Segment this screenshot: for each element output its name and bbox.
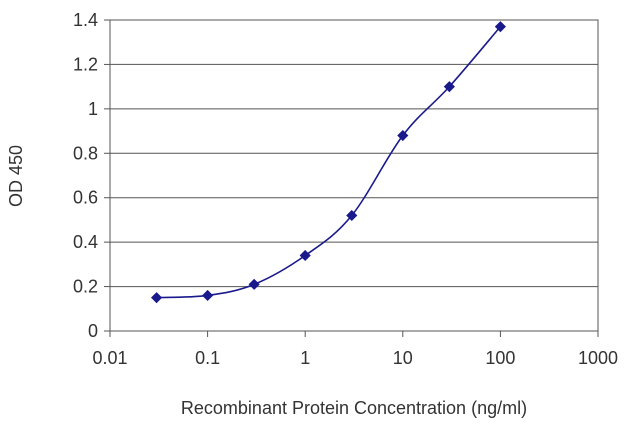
y-tick-label: 1.2	[73, 54, 98, 74]
y-tick-label: 0.6	[73, 188, 98, 208]
data-point	[494, 21, 506, 33]
y-tick-label: 1	[88, 99, 98, 119]
y-tick-label: 0.2	[73, 277, 98, 297]
x-tick-label: 1	[300, 348, 310, 368]
x-tick-label: 10	[393, 348, 413, 368]
data-point	[346, 209, 358, 222]
data-point	[202, 289, 214, 302]
y-tick-label: 0.4	[73, 232, 98, 252]
x-tick-label: 100	[485, 348, 515, 368]
y-axis-ticks: 0 0.2 0.4 0.6 0.8 1 1.2 1.4	[73, 10, 110, 341]
x-tick-label: 0.1	[195, 348, 220, 368]
x-axis-title: Recombinant Protein Concentration (ng/ml…	[181, 398, 527, 418]
x-tick-label: 1000	[578, 348, 618, 368]
data-point	[397, 129, 409, 142]
x-axis-ticks: 0.01 0.1 1 10 100 1000	[92, 331, 618, 368]
y-tick-label: 1.4	[73, 10, 98, 30]
y-tick-label: 0	[88, 321, 98, 341]
data-point	[248, 278, 260, 290]
x-tick-label: 0.01	[92, 348, 127, 368]
series-group	[151, 21, 506, 304]
grid-lines	[110, 19, 598, 288]
y-axis-title: OD 450	[6, 145, 26, 207]
y-tick-label: 0.8	[73, 143, 98, 163]
plot-area	[109, 19, 599, 332]
data-point	[443, 81, 455, 93]
data-point	[151, 292, 163, 304]
data-point	[299, 249, 311, 262]
